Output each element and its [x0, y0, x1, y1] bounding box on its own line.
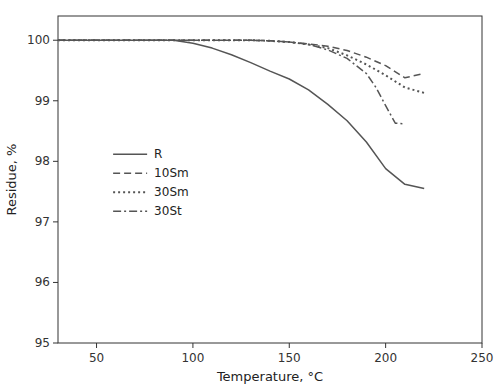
- y-tick-label: 98: [35, 154, 50, 168]
- series-line: [58, 40, 424, 78]
- x-tick: [96, 343, 97, 348]
- series-line: [58, 40, 424, 93]
- series-line: [58, 40, 405, 124]
- legend-swatch: [113, 154, 147, 156]
- y-tick: [53, 221, 58, 222]
- x-tick-label: 100: [181, 351, 204, 365]
- chart: 50 100 150 200 250 95 96 97 98 99 100 Temperature, …: [0, 0, 500, 391]
- lines: [58, 40, 424, 188]
- legend-label: 30St: [154, 204, 182, 218]
- y-tick-label: 96: [35, 275, 50, 289]
- y-tick-label: 97: [35, 215, 50, 229]
- series-line: [58, 40, 424, 188]
- x-tick-label: 250: [471, 351, 494, 365]
- y-tick: [53, 100, 58, 101]
- legend-label: 30Sm: [154, 185, 189, 199]
- x-tick: [385, 343, 386, 348]
- legend-swatch: [113, 211, 147, 213]
- x-tick: [482, 343, 483, 348]
- y-tick: [53, 282, 58, 283]
- x-tick: [289, 343, 290, 348]
- y-tick: [53, 40, 58, 41]
- y-tick: [53, 161, 58, 162]
- legend: R 10Sm 30Sm 30St: [113, 147, 189, 218]
- plot-frame: [58, 16, 482, 343]
- y-tick-label: 99: [35, 94, 50, 108]
- y-axis-label: Residue, %: [4, 144, 19, 216]
- legend-swatch: [113, 191, 147, 193]
- legend-swatch: [113, 173, 147, 175]
- y-tick-label: 100: [27, 33, 50, 47]
- y-tick: [53, 343, 58, 344]
- legend-label: R: [154, 147, 162, 161]
- x-tick: [192, 343, 193, 348]
- axes: 50 100 150 200 250 95 96 97 98 99 100: [27, 33, 493, 365]
- x-tick-label: 50: [89, 351, 104, 365]
- x-axis-label: Temperature, °C: [216, 369, 323, 384]
- x-tick-label: 150: [278, 351, 301, 365]
- x-tick-label: 200: [374, 351, 397, 365]
- y-tick-label: 95: [35, 336, 50, 350]
- legend-label: 10Sm: [154, 166, 189, 180]
